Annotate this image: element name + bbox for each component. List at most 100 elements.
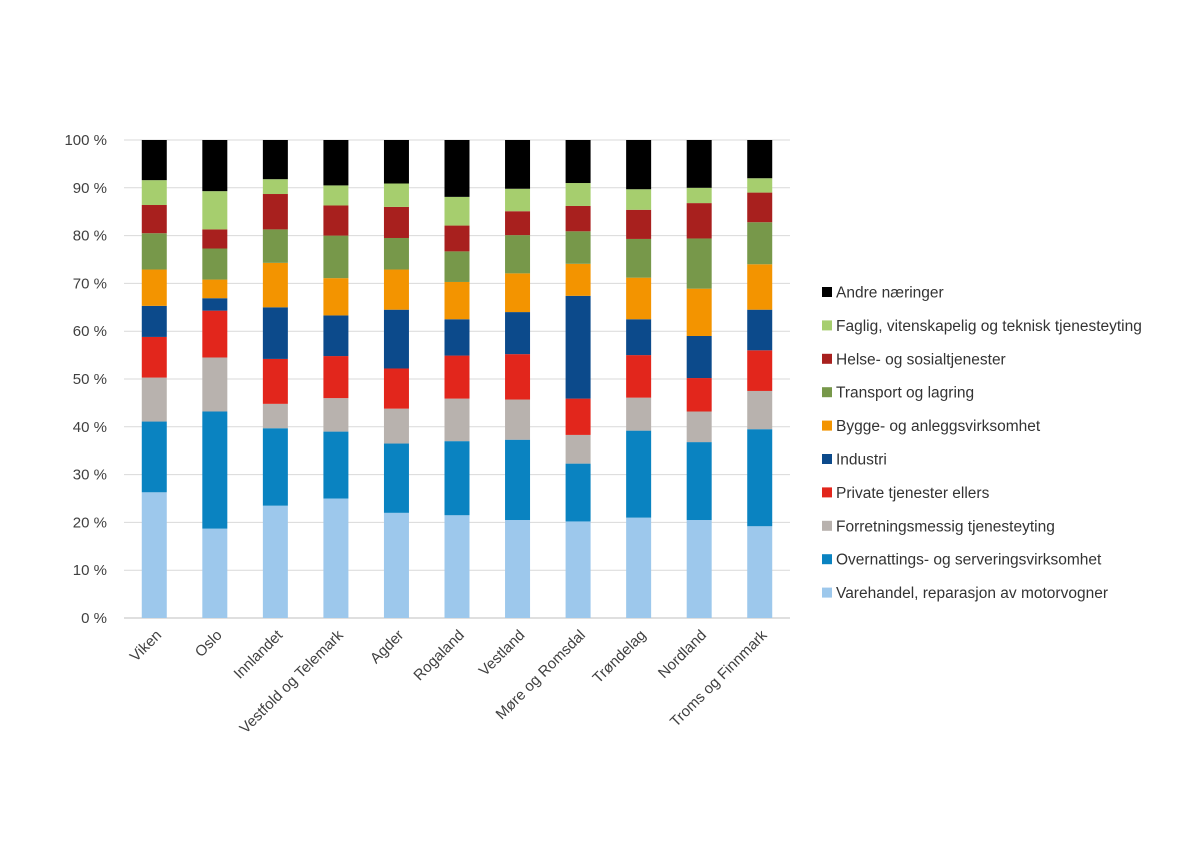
bar-segment xyxy=(505,273,531,313)
y-tick-label: 100 % xyxy=(64,132,107,149)
bar-segment xyxy=(141,492,167,618)
bar-segment xyxy=(202,310,228,358)
bar-segment xyxy=(202,140,228,192)
y-tick-label: 70 % xyxy=(73,275,107,292)
bar-segment xyxy=(505,520,531,618)
bar-segment xyxy=(383,368,409,409)
y-tick-label: 10 % xyxy=(73,562,107,579)
bar-segment xyxy=(505,140,531,189)
bar-segment xyxy=(626,355,652,398)
bar-segment xyxy=(262,194,288,230)
bar-segment xyxy=(565,398,591,435)
bar-segment xyxy=(626,277,652,320)
bar-stack xyxy=(686,140,712,618)
bar-segment xyxy=(444,355,470,399)
legend-swatch xyxy=(822,487,832,498)
bar-segment xyxy=(505,312,531,355)
y-tick-label: 50 % xyxy=(73,371,107,388)
legend: Andre næringer Faglig, vitenskapelig og t… xyxy=(822,285,1142,602)
bar-segment xyxy=(383,237,409,270)
bar-segment xyxy=(383,269,409,310)
bar-segment xyxy=(626,238,652,278)
bar-segment xyxy=(141,269,167,306)
bar-segment xyxy=(383,140,409,184)
bar-segment xyxy=(141,421,167,493)
legend-item: Faglig, vitenskapelig og teknisk tjenest… xyxy=(822,318,1142,335)
bar-segment xyxy=(323,205,349,236)
bar-segment xyxy=(262,428,288,506)
bar-stack xyxy=(383,140,409,618)
legend-label: Transport og lagring xyxy=(836,385,974,402)
bar-segment xyxy=(686,203,712,239)
legend-label: Helse- og sosialtjenester xyxy=(836,351,1006,368)
bar-segment xyxy=(262,505,288,618)
bar-segment xyxy=(202,229,228,249)
bar-stack xyxy=(141,140,167,618)
bar-segment xyxy=(565,434,591,464)
bar-segment xyxy=(444,398,470,442)
bar-segment xyxy=(444,225,470,252)
legend-swatch xyxy=(822,454,832,464)
bars xyxy=(141,140,773,618)
y-axis: 0 % 10 % 20 % 30 % 40 % 50 % 60 % 70 % 80 % 90 % 1… xyxy=(64,132,107,627)
bar-segment xyxy=(383,183,409,207)
bar-segment xyxy=(141,377,167,422)
bar-segment xyxy=(202,528,228,618)
bar-segment xyxy=(747,309,773,351)
x-tick-label: Vestland xyxy=(476,627,529,680)
legend-label: Andre næringer xyxy=(836,285,944,302)
bar-segment xyxy=(383,408,409,444)
legend-label: Overnattings- og serveringsvirksomhet xyxy=(836,552,1102,569)
legend-item: Varehandel, reparasjon av motorvogner xyxy=(822,585,1108,602)
bar-segment xyxy=(262,179,288,195)
legend-item: Bygge- og anleggsvirksomhet xyxy=(822,418,1041,435)
bar-segment xyxy=(262,307,288,359)
legend-swatch xyxy=(822,320,832,331)
bar-segment xyxy=(686,187,712,204)
bar-stack xyxy=(262,140,288,618)
bar-segment xyxy=(747,192,773,223)
bar-segment xyxy=(444,196,470,226)
y-tick-label: 30 % xyxy=(73,467,107,484)
bar-segment xyxy=(505,188,531,212)
bar-segment xyxy=(565,183,591,206)
bar-segment xyxy=(141,336,167,378)
bar-segment xyxy=(565,463,591,522)
y-tick-label: 60 % xyxy=(73,323,107,340)
bar-segment xyxy=(323,315,349,357)
legend-label: Private tjenester ellers xyxy=(836,485,990,502)
bar-segment xyxy=(323,431,349,499)
bar-segment xyxy=(383,309,409,369)
y-tick-label: 0 % xyxy=(81,610,107,627)
bar-segment xyxy=(565,231,591,264)
bar-segment xyxy=(565,295,591,399)
x-tick-label: Viken xyxy=(127,627,165,665)
bar-segment xyxy=(262,358,288,404)
bar-segment xyxy=(565,205,591,232)
bar-segment xyxy=(505,211,531,236)
legend-label: Bygge- og anleggsvirksomhet xyxy=(836,418,1041,435)
x-tick-label: Innlandet xyxy=(231,626,287,682)
bar-stack xyxy=(444,140,470,618)
bar-segment xyxy=(747,264,773,310)
bar-segment xyxy=(686,288,712,336)
bar-segment xyxy=(323,185,349,206)
bar-segment xyxy=(686,442,712,521)
bar-segment xyxy=(262,403,288,429)
bar-segment xyxy=(202,357,228,412)
x-tick-label: Trøndelag xyxy=(589,627,649,687)
bar-segment xyxy=(323,140,349,186)
y-tick-label: 40 % xyxy=(73,419,107,436)
bar-segment xyxy=(505,235,531,274)
bar-segment xyxy=(686,378,712,412)
bar-segment xyxy=(747,390,773,430)
legend-swatch xyxy=(822,287,832,297)
bar-segment xyxy=(262,229,288,263)
legend-item: Overnattings- og serveringsvirksomhet xyxy=(822,552,1102,569)
bar-segment xyxy=(323,356,349,399)
bar-segment xyxy=(202,298,228,311)
bar-segment xyxy=(505,399,531,440)
legend-label: Forretningsmessig tjenesteyting xyxy=(836,518,1055,535)
bar-segment xyxy=(747,526,773,618)
